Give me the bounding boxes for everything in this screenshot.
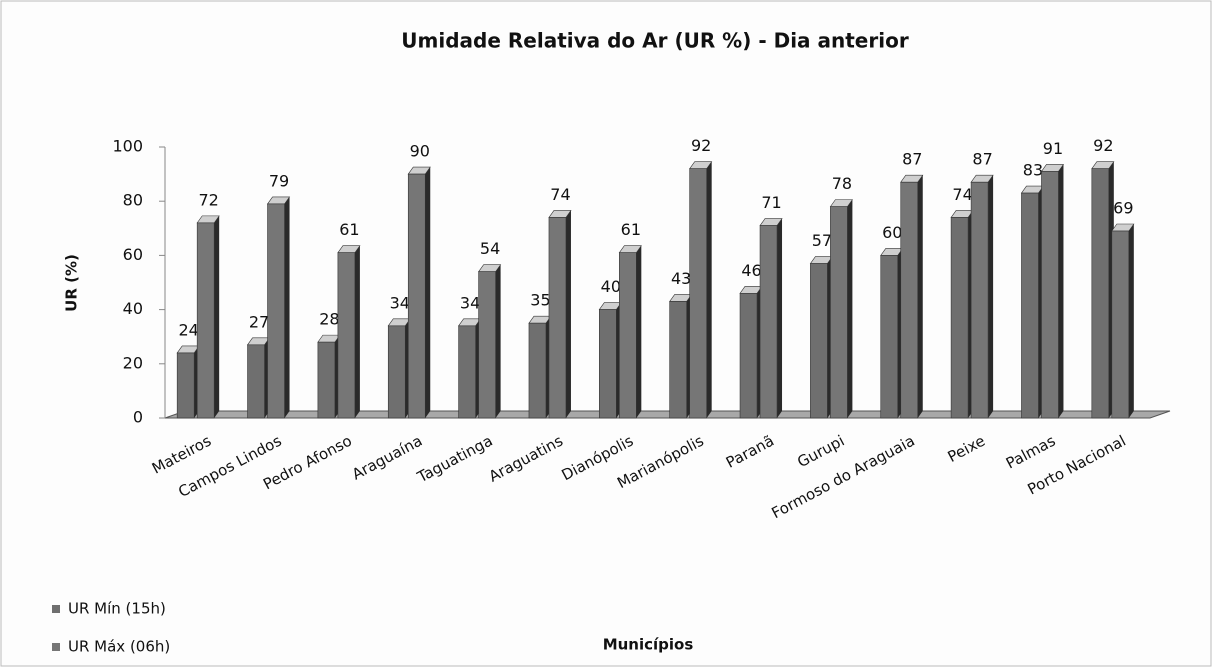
- bar: [528, 322, 547, 419]
- bar: [196, 222, 215, 419]
- bar: [880, 255, 899, 419]
- value-label: 91: [1043, 139, 1063, 158]
- value-label: 60: [882, 223, 902, 242]
- value-label: 27: [249, 312, 269, 331]
- bar: [247, 344, 265, 419]
- bar: [458, 325, 476, 419]
- bar: [669, 301, 687, 419]
- value-label: 28: [319, 310, 339, 329]
- y-tick-label: 100: [112, 137, 143, 156]
- bar-side: [988, 175, 994, 418]
- value-label: 74: [550, 185, 570, 204]
- bar: [759, 225, 778, 419]
- value-label: 90: [410, 142, 430, 161]
- bar-side: [565, 210, 571, 418]
- value-label: 78: [832, 174, 852, 193]
- value-label: 61: [339, 220, 359, 239]
- bar-side: [284, 196, 290, 418]
- value-label: 35: [530, 291, 550, 310]
- bar: [689, 168, 707, 419]
- value-label: 46: [741, 261, 761, 280]
- bar-side: [706, 161, 712, 418]
- value-label: 71: [761, 193, 781, 212]
- value-label: 40: [601, 277, 621, 296]
- bar: [900, 181, 919, 419]
- bar: [1041, 171, 1059, 419]
- x-axis-title: Municípios: [603, 636, 694, 654]
- value-label: 79: [269, 171, 289, 190]
- bar: [478, 271, 496, 419]
- bar: [387, 325, 406, 419]
- bar-side: [917, 175, 923, 418]
- bar-side: [214, 215, 220, 418]
- bar: [619, 252, 637, 419]
- y-tick-label: 20: [123, 353, 143, 372]
- bar: [739, 293, 758, 419]
- bar-side: [354, 245, 360, 418]
- value-label: 92: [1093, 136, 1113, 155]
- bar: [970, 181, 989, 419]
- bar: [407, 173, 426, 419]
- bar: [830, 206, 848, 419]
- value-label: 24: [178, 320, 198, 339]
- value-label: 92: [691, 136, 711, 155]
- legend-label: UR Máx (06h): [68, 638, 170, 656]
- bar-side: [847, 199, 853, 418]
- value-label: 69: [1113, 199, 1133, 218]
- y-tick-label: 40: [123, 299, 143, 318]
- bar-side: [495, 264, 501, 418]
- bar: [176, 352, 195, 419]
- value-label: 61: [621, 220, 641, 239]
- bar: [599, 309, 617, 419]
- legend-swatch: [52, 605, 60, 613]
- bar-side: [1128, 224, 1134, 418]
- bar: [337, 252, 356, 419]
- legend-swatch: [52, 643, 60, 651]
- bar: [950, 217, 969, 419]
- legend-label: UR Mín (15h): [68, 600, 166, 618]
- value-label: 34: [390, 293, 410, 312]
- y-tick-label: 0: [133, 408, 143, 427]
- value-label: 74: [952, 185, 972, 204]
- bar: [267, 203, 285, 419]
- value-label: 72: [198, 190, 218, 209]
- value-label: 57: [812, 231, 832, 250]
- bar: [317, 341, 336, 419]
- value-label: 87: [972, 150, 992, 169]
- bar-side: [1058, 164, 1064, 418]
- bar-side: [777, 218, 783, 418]
- bar-side: [636, 245, 642, 418]
- y-tick-label: 60: [123, 245, 143, 264]
- value-label: 87: [902, 150, 922, 169]
- bar-side: [425, 167, 431, 418]
- bar: [548, 217, 567, 419]
- floor: [164, 410, 1171, 419]
- value-label: 34: [460, 293, 480, 312]
- bar: [1111, 230, 1130, 419]
- value-label: 54: [480, 239, 500, 258]
- y-tick-label: 80: [123, 191, 143, 210]
- value-label: 83: [1023, 161, 1043, 180]
- bar: [810, 263, 828, 419]
- y-axis-title: UR (%): [63, 254, 81, 312]
- bar: [1091, 168, 1110, 419]
- chart-title: Umidade Relativa do Ar (UR %) - Dia ante…: [401, 29, 909, 53]
- bar: [1021, 192, 1039, 419]
- value-label: 43: [671, 269, 691, 288]
